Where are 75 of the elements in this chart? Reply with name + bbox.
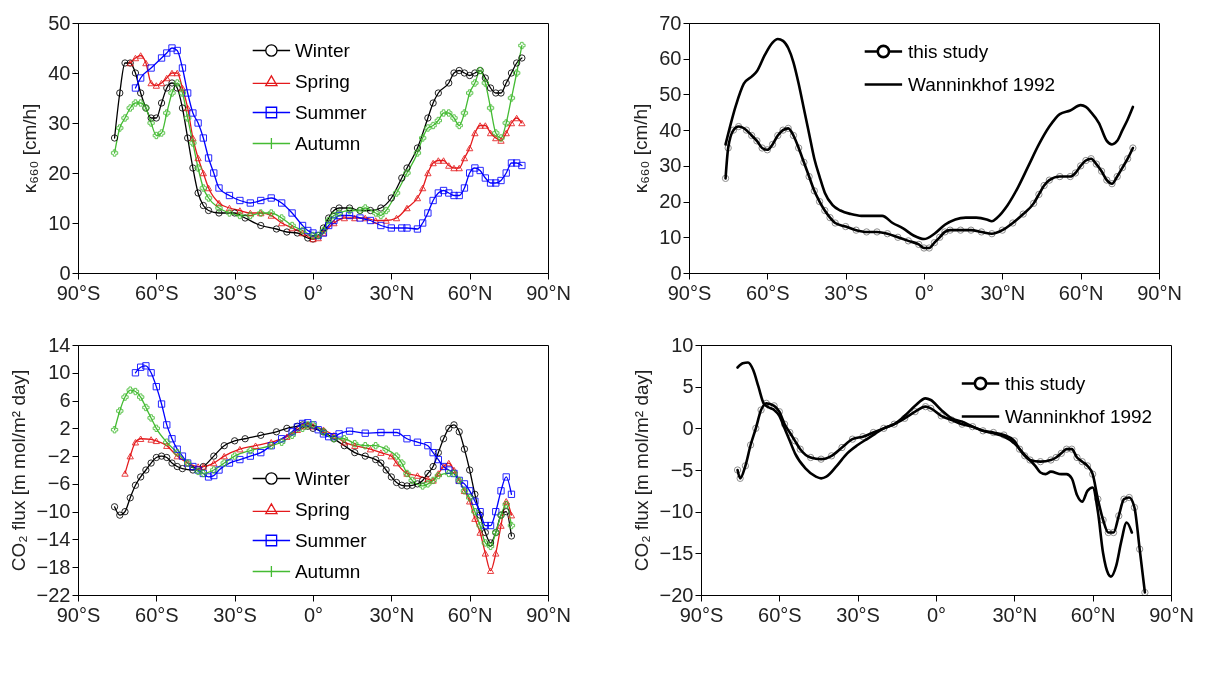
y-tick-label: 50 [659, 82, 682, 105]
x-tick-label: 60°N [1058, 281, 1104, 304]
y-tick-label: 10 [671, 333, 694, 356]
x-tick-label: 30°S [836, 603, 880, 626]
y-tick-label: 40 [48, 61, 71, 84]
x-tick-label: 90°S [679, 603, 724, 626]
legend-label: Spring [294, 498, 350, 520]
y-axis-title: κ₆₆₀ [cm/h] [630, 103, 652, 194]
legend-label: Winter [294, 467, 351, 489]
y-tick-label: 20 [48, 161, 71, 184]
x-tick-label: 0° [926, 603, 947, 626]
x-tick-label: 30°N [369, 281, 415, 304]
legend-label: Wanninkhof 1992 [907, 73, 1056, 95]
y-tick-label: 10 [48, 211, 71, 234]
y-tick-label: 50 [48, 11, 71, 34]
x-tick-label: 60°N [1070, 603, 1116, 626]
y-tick-label: −5 [670, 458, 694, 481]
y-tick-label: 6 [59, 389, 71, 412]
y-axis-title: CO₂ flux [m mol/m² day] [7, 369, 29, 572]
y-tick-label: −18 [36, 555, 71, 578]
x-tick-label: 30°S [824, 281, 868, 304]
x-tick-label: 30°N [980, 281, 1026, 304]
x-tick-label: 30°N [992, 603, 1038, 626]
y-tick-label: 10 [48, 361, 71, 384]
x-tick-label: 0° [303, 603, 324, 626]
y-axis-title: CO₂ flux [m mol/m² day] [630, 369, 652, 572]
y-tick-label: 30 [659, 154, 682, 177]
x-tick-label: 90°N [1137, 281, 1182, 304]
legend-label: this study [1005, 372, 1086, 394]
legend-label: this study [907, 40, 989, 62]
x-tick-label: 0° [914, 281, 935, 304]
x-tick-label: 90°S [667, 281, 712, 304]
y-tick-label: 2 [59, 416, 71, 439]
x-tick-label: 90°N [1149, 603, 1194, 626]
x-tick-label: 30°S [213, 281, 257, 304]
y-tick-label: 40 [659, 118, 682, 141]
legend-label: Summer [294, 101, 368, 123]
y-tick-label: 70 [659, 11, 682, 34]
x-tick-label: 90°N [526, 281, 571, 304]
y-tick-label: −2 [47, 444, 71, 467]
y-tick-label: 5 [682, 375, 694, 398]
y-tick-label: −22 [36, 583, 71, 606]
x-tick-label: 0° [303, 281, 324, 304]
y-tick-label: −20 [659, 583, 694, 606]
y-tick-label: 0 [682, 416, 694, 439]
x-tick-label: 30°S [213, 603, 257, 626]
legend-label: Autumn [294, 132, 361, 154]
x-tick-label: 60°S [758, 603, 802, 626]
x-tick-label: 60°N [447, 603, 493, 626]
x-tick-label: 90°S [56, 281, 101, 304]
y-tick-label: −14 [36, 527, 71, 550]
y-tick-label: 30 [48, 111, 71, 134]
y-tick-label: 14 [48, 333, 71, 356]
legend-label: Winter [294, 39, 351, 61]
y-tick-label: −6 [47, 472, 71, 495]
y-tick-label: 10 [659, 225, 682, 248]
x-tick-label: 30°N [369, 603, 415, 626]
legend-label: Summer [294, 529, 368, 551]
x-tick-label: 90°N [526, 603, 571, 626]
y-axis-title: κ₆₆₀ [cm/h] [19, 103, 41, 194]
y-tick-label: −10 [36, 500, 71, 523]
y-tick-label: 60 [659, 47, 682, 70]
legend-label: Spring [294, 70, 350, 92]
legend-label: Wanninkhof 1992 [1005, 405, 1153, 427]
y-tick-label: 0 [670, 261, 682, 284]
y-tick-label: 20 [659, 190, 682, 213]
legend-label: Autumn [294, 560, 361, 582]
x-tick-label: 60°N [447, 281, 493, 304]
x-tick-label: 90°S [56, 603, 101, 626]
y-tick-label: −10 [659, 500, 694, 523]
x-tick-label: 60°S [135, 281, 179, 304]
y-tick-label: −15 [659, 541, 694, 564]
y-tick-label: 0 [59, 261, 71, 284]
x-tick-label: 60°S [746, 281, 790, 304]
x-tick-label: 60°S [135, 603, 179, 626]
